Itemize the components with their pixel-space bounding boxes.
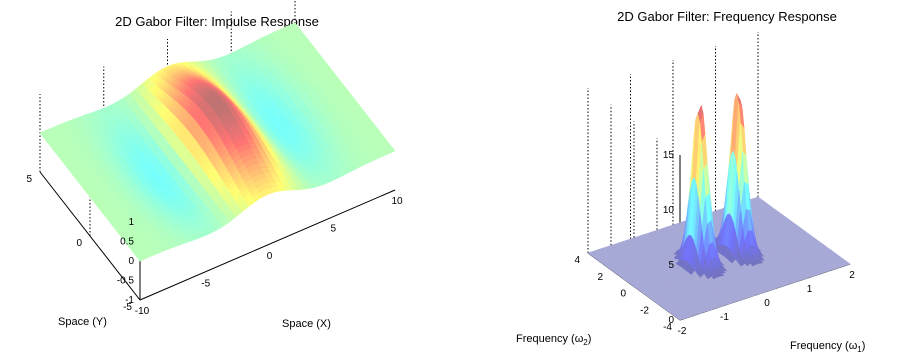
y-tick-label: 0: [76, 238, 82, 249]
z-tick-label: -1: [125, 295, 134, 306]
impulse-response-chart: 2D Gabor Filter: Impulse Response -1 -0.5…: [26, 0, 403, 330]
y-tick-label: -2: [640, 305, 649, 316]
x-tick-label: -10: [135, 306, 150, 317]
surface-patch: [137, 254, 147, 262]
z-tick-label: 10: [663, 205, 675, 216]
x-tick-label: 1: [807, 284, 813, 295]
z-tick-label: 1: [128, 217, 134, 228]
z-tick-label: 0: [128, 256, 134, 267]
y-tick-label: 2: [597, 272, 603, 283]
y-tick-label: -4: [663, 322, 672, 333]
z-tick-label: 15: [663, 150, 675, 161]
chart2-xlabel: Frequency (ω1): [790, 340, 865, 354]
chart2-surface: [587, 93, 851, 321]
chart1-xlabel: Space (X): [282, 318, 331, 330]
x-tick-label: 0: [267, 251, 273, 262]
chart1-ylabel: Space (Y): [58, 316, 107, 328]
z-tick-label: 5: [668, 260, 674, 271]
z-tick-label: -0.5: [117, 276, 135, 287]
y-tick-label: -5: [123, 302, 132, 313]
x-tick-label: 10: [391, 196, 403, 207]
x-tick-label: -1: [720, 312, 729, 323]
x-tick-label: -2: [678, 326, 687, 337]
z-tick-label: 0.5: [120, 237, 134, 248]
frequency-response-chart: 2D Gabor Filter: Frequency Response 0510…: [516, 9, 865, 354]
y-tick-label: 0: [620, 289, 626, 300]
chart1-title: 2D Gabor Filter: Impulse Response: [115, 14, 319, 29]
y-tick-label: 5: [26, 174, 32, 185]
x-tick-label: 2: [849, 270, 855, 281]
chart2-ylabel: Frequency (ω2): [516, 333, 591, 347]
x-axis: [139, 189, 396, 301]
y-tick-label: 4: [574, 255, 580, 266]
chart1-surface: [39, 22, 396, 262]
x-tick-label: 5: [330, 224, 336, 235]
x-tick-label: 0: [764, 298, 770, 309]
chart2-title: 2D Gabor Filter: Frequency Response: [617, 9, 837, 24]
y-axis: [39, 171, 141, 301]
x-tick-label: -5: [201, 279, 210, 290]
